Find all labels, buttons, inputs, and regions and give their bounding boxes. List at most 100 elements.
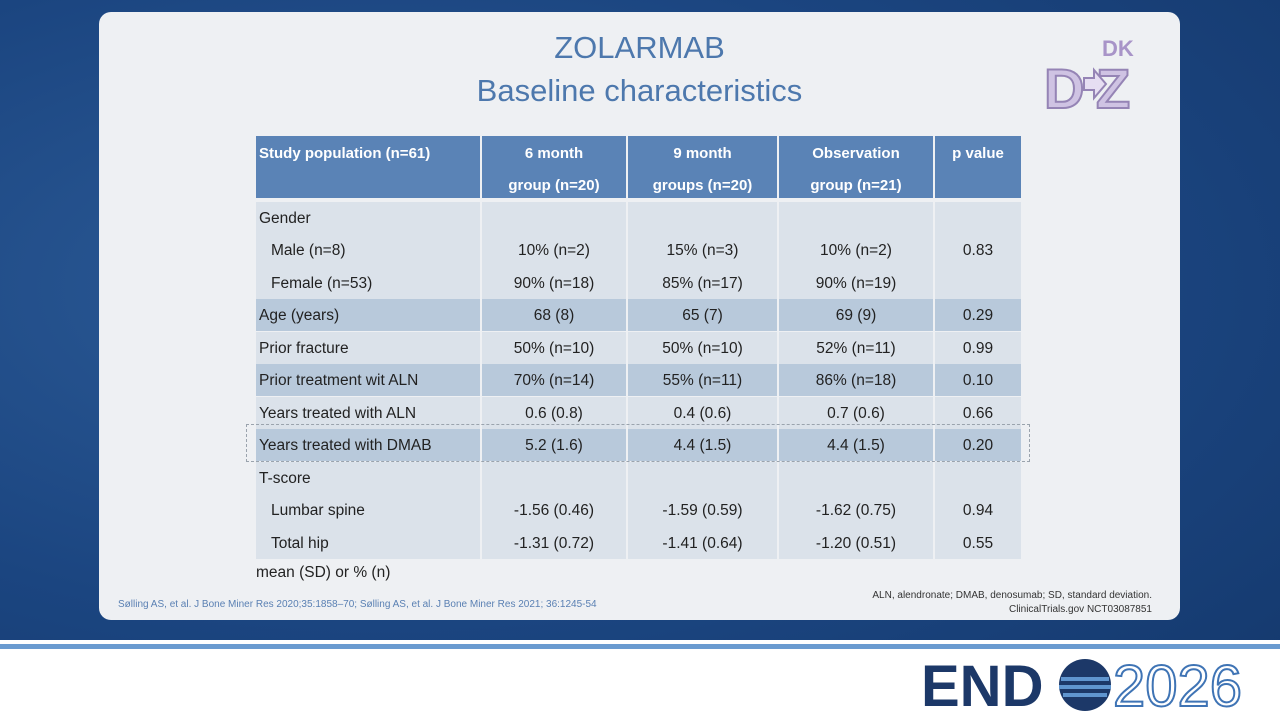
- table-cell-bg: [256, 461, 480, 559]
- header-text: 9 month: [673, 145, 732, 162]
- highlight-box: [246, 424, 1030, 462]
- table-note: mean (SD) or % (n): [256, 564, 391, 581]
- dz-logo: DK D Z: [1043, 36, 1134, 116]
- table-value: 10% (n=2): [518, 242, 590, 259]
- table-value: 0.20: [962, 437, 994, 454]
- header-text: Observation: [812, 145, 900, 162]
- table-value: 0.6 (0.8): [525, 404, 583, 422]
- table-value: -1.41 (0.64): [662, 534, 743, 552]
- header-text: group (n=21): [810, 177, 902, 194]
- table-value: 50% (n=10): [513, 339, 595, 357]
- table-value: 86% (n=18): [815, 372, 897, 389]
- header-cell: [482, 136, 626, 198]
- endo-logo-year: 2026: [1113, 654, 1242, 718]
- table-cell-bg: [482, 299, 626, 331]
- table-value: -1.56 (0.46): [513, 502, 595, 519]
- table-cell-bg: [256, 299, 480, 331]
- table-cell-bg: [256, 396, 480, 429]
- table-cell-bg: [628, 461, 777, 559]
- row-label: Total hip: [271, 534, 329, 552]
- header-cell: [628, 136, 777, 198]
- table-value: 69 (9): [835, 307, 877, 324]
- table-value: 0.94: [962, 502, 994, 519]
- table-value: 0.4 (0.6): [673, 404, 732, 422]
- table-cell-bg: [628, 299, 777, 331]
- table-value: 68 (8): [533, 307, 575, 324]
- table-cell-bg: [935, 299, 1021, 331]
- reference: Sølling AS, et al. J Bone Miner Res 2020…: [118, 599, 597, 610]
- table-value: -1.59 (0.59): [662, 502, 743, 519]
- footer-stripe: [0, 644, 1280, 649]
- table-cell-bg: [779, 201, 933, 299]
- table-value: 4.4 (1.5): [827, 437, 885, 454]
- abbreviations: ALN, alendronate; DMAB, denosumab; SD, s…: [872, 590, 1152, 601]
- dz-logo-small: DK: [1102, 36, 1134, 61]
- table-cell-bg: [628, 396, 777, 429]
- table-cell-bg: [482, 364, 626, 396]
- table-cell-bg: [482, 429, 626, 461]
- table-cell-bg: [935, 396, 1021, 429]
- row-label: Prior treatment wit ALN: [259, 372, 419, 389]
- table-cell-bg: [628, 331, 777, 364]
- trial-id: ClinicalTrials.gov NCT03087851: [1008, 604, 1152, 615]
- group-heading: Gender: [259, 209, 311, 227]
- table-cell-bg: [256, 364, 480, 396]
- header-cell: [779, 136, 933, 198]
- dz-arrow: [1083, 67, 1108, 101]
- table-value: 0.99: [962, 339, 994, 357]
- table-value: 0.10: [962, 372, 994, 389]
- table-value: 55% (n=11): [662, 372, 743, 389]
- table-cell-bg: [779, 429, 933, 461]
- table-cell-bg: [628, 429, 777, 461]
- table-value: 90% (n=19): [815, 274, 897, 292]
- table-cell-bg: [628, 201, 777, 299]
- table-cell-bg: [256, 331, 480, 364]
- table-cell-bg: [779, 461, 933, 559]
- table-value: 70% (n=14): [513, 372, 595, 389]
- table-cell-bg: [779, 299, 933, 331]
- table-value: 52% (n=11): [816, 339, 896, 357]
- row-label: Prior fracture: [259, 339, 349, 357]
- table-value: 15% (n=3): [666, 242, 739, 259]
- table-value: 0.66: [962, 404, 994, 422]
- table-value: 0.7 (0.6): [827, 404, 885, 422]
- table-cell-bg: [935, 461, 1021, 559]
- table-cell-bg: [779, 364, 933, 396]
- table-value: 10% (n=2): [820, 242, 892, 259]
- table-value: 0.55: [962, 534, 994, 552]
- title: ZOLARMAB: [554, 30, 725, 65]
- table-value: -1.20 (0.51): [815, 534, 897, 552]
- row-label: Age (years): [259, 307, 340, 324]
- table-value: 5.2 (1.6): [525, 437, 583, 454]
- table-cell-bg: [935, 331, 1021, 364]
- header-text: 6 month: [524, 145, 584, 162]
- table-cell-bg: [935, 364, 1021, 396]
- table-value: 0.83: [962, 242, 994, 259]
- table-cell-bg: [482, 331, 626, 364]
- table-value: -1.62 (0.75): [815, 502, 897, 519]
- group-heading: T-score: [259, 469, 311, 487]
- dz-logo-left: D: [1044, 57, 1084, 116]
- header-text: group (n=20): [508, 177, 600, 194]
- header-text: p value: [952, 145, 1004, 162]
- table-cell-bg: [482, 396, 626, 429]
- header-cell: [935, 136, 1021, 198]
- table-value: 90% (n=18): [513, 274, 595, 292]
- table-value: 85% (n=17): [662, 274, 743, 292]
- table-value: 65 (7): [682, 307, 723, 324]
- table-cell-bg: [779, 396, 933, 429]
- row-label: Years treated with ALN: [259, 404, 417, 422]
- table-cell-bg: [935, 201, 1021, 299]
- table-cell-bg: [482, 201, 626, 299]
- table-cell-bg: [256, 201, 480, 299]
- row-label: Female (n=53): [271, 274, 373, 292]
- endo-globe: [1059, 659, 1111, 711]
- header-cell: [256, 136, 480, 198]
- endo-logo-word: END: [921, 654, 1043, 718]
- table-value: -1.31 (0.72): [513, 534, 595, 552]
- row-label: Male (n=8): [271, 242, 346, 259]
- endo-logo: END 2026: [921, 653, 1243, 718]
- header-text: groups (n=20): [652, 177, 753, 194]
- table-value: 50% (n=10): [662, 339, 743, 357]
